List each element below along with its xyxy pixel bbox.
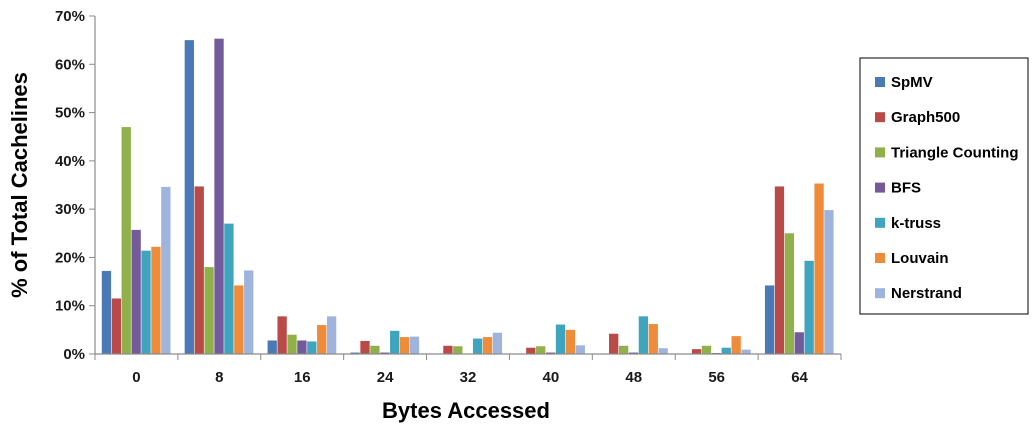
bar-k-truss-0 (141, 250, 151, 354)
bar-triangle-counting-0 (121, 127, 131, 354)
x-tick-label: 32 (460, 369, 477, 386)
x-axis-title: Bytes Accessed (382, 398, 550, 423)
bar-louvain-32 (482, 337, 493, 354)
legend-label: BFS (891, 180, 921, 197)
bar-louvain-48 (648, 324, 658, 354)
bar-nerstrand-56 (741, 349, 751, 354)
legend-label: k-truss (891, 215, 941, 232)
bar-bfs-8 (214, 38, 224, 354)
x-tick-label: 56 (708, 369, 725, 386)
axes (94, 16, 841, 355)
bar-louvain-8 (234, 285, 244, 354)
x-tick-label: 16 (294, 369, 311, 386)
bar-triangle-counting-32 (453, 346, 463, 354)
legend-swatch (875, 217, 885, 228)
bar-louvain-0 (151, 246, 161, 354)
bar-spmv-24 (350, 352, 360, 354)
legend-label: SpMV (891, 74, 933, 91)
bar-bfs-48 (628, 352, 639, 354)
bar-nerstrand-48 (658, 348, 668, 354)
bar-louvain-24 (399, 337, 410, 354)
bar-triangle-counting-48 (618, 345, 629, 354)
bar-triangle-counting-24 (370, 345, 380, 354)
bar-k-truss-48 (638, 316, 649, 354)
bar-spmv-0 (101, 270, 112, 354)
legend: SpMV Graph500 Triangle Counting BFS k-truss L… (859, 57, 1029, 315)
bar-bfs-40 (545, 352, 556, 354)
legend-swatch (875, 182, 885, 193)
legend-label: Graph500 (891, 109, 960, 126)
bar-nerstrand-40 (575, 345, 585, 354)
y-tick-label: 10% (55, 298, 85, 315)
bar-graph500-56 (691, 349, 702, 354)
bar-triangle-counting-56 (701, 345, 712, 354)
bar-bfs-24 (380, 352, 390, 354)
y-axis-ticks: 0% 10% 20% 30% 40% 50% 60% 70% (55, 8, 95, 363)
bar-triangle-counting-8 (204, 267, 214, 354)
x-tick-label: 8 (215, 369, 223, 386)
bar-nerstrand-0 (161, 186, 171, 354)
bar-triangle-counting-40 (536, 346, 546, 354)
x-tick-label: 64 (791, 369, 808, 386)
bar-graph500-48 (609, 333, 619, 354)
legend-label: Triangle Counting (891, 144, 1019, 161)
y-tick-label: 60% (55, 56, 85, 73)
legend-swatch (875, 112, 885, 123)
legend-swatch (875, 77, 885, 87)
bar-bfs-64 (794, 332, 804, 354)
bar-k-truss-24 (390, 330, 400, 354)
y-tick-label: 0% (63, 346, 85, 363)
bar-nerstrand-32 (492, 332, 503, 354)
bar-graph500-16 (277, 316, 287, 354)
bar-graph500-64 (774, 186, 785, 354)
legend-label: Nerstrand (891, 285, 962, 302)
bar-nerstrand-16 (326, 316, 337, 354)
bar-k-truss-32 (472, 338, 483, 354)
bar-graph500-0 (111, 298, 121, 354)
y-tick-label: 30% (55, 201, 85, 218)
x-axis-ticks: 0 8 16 24 32 40 48 56 64 (94, 354, 842, 386)
legend-label: Louvain (891, 250, 949, 267)
bar-bfs-16 (297, 340, 307, 354)
y-tick-label: 40% (55, 153, 85, 170)
bar-graph500-32 (443, 345, 453, 354)
y-tick-label: 70% (55, 8, 85, 25)
y-tick-label: 50% (55, 105, 85, 122)
bar-k-truss-40 (555, 324, 566, 354)
bar-k-truss-8 (224, 223, 234, 354)
bar-louvain-40 (565, 329, 576, 354)
bar-nerstrand-64 (824, 210, 834, 354)
y-tick-label: 20% (55, 249, 85, 266)
x-tick-label: 0 (132, 369, 140, 386)
y-axis-title: % of Total Cachelines (7, 72, 32, 298)
legend-swatch (875, 147, 885, 158)
bar-spmv-16 (267, 340, 277, 354)
legend-swatch (875, 253, 885, 263)
bar-k-truss-64 (804, 260, 814, 354)
bar-graph500-24 (360, 340, 370, 354)
bar-k-truss-16 (307, 341, 317, 354)
bar-spmv-64 (764, 285, 775, 354)
x-tick-label: 24 (377, 369, 394, 386)
bar-triangle-counting-16 (287, 334, 297, 354)
legend-swatch (875, 288, 885, 299)
bar-louvain-16 (317, 325, 327, 354)
bars (101, 38, 834, 354)
x-tick-label: 40 (543, 369, 560, 386)
bar-bfs-0 (131, 229, 141, 354)
bar-nerstrand-8 (244, 270, 254, 354)
bar-louvain-56 (731, 336, 741, 354)
bar-nerstrand-24 (409, 336, 420, 354)
legend-box (859, 57, 1029, 315)
bar-graph500-40 (526, 347, 536, 354)
x-tick-label: 48 (625, 369, 642, 386)
bar-triangle-counting-64 (784, 233, 795, 354)
bar-k-truss-56 (721, 347, 731, 354)
bar-louvain-64 (814, 183, 824, 354)
bar-spmv-8 (184, 40, 194, 354)
bar-graph500-8 (194, 186, 204, 354)
